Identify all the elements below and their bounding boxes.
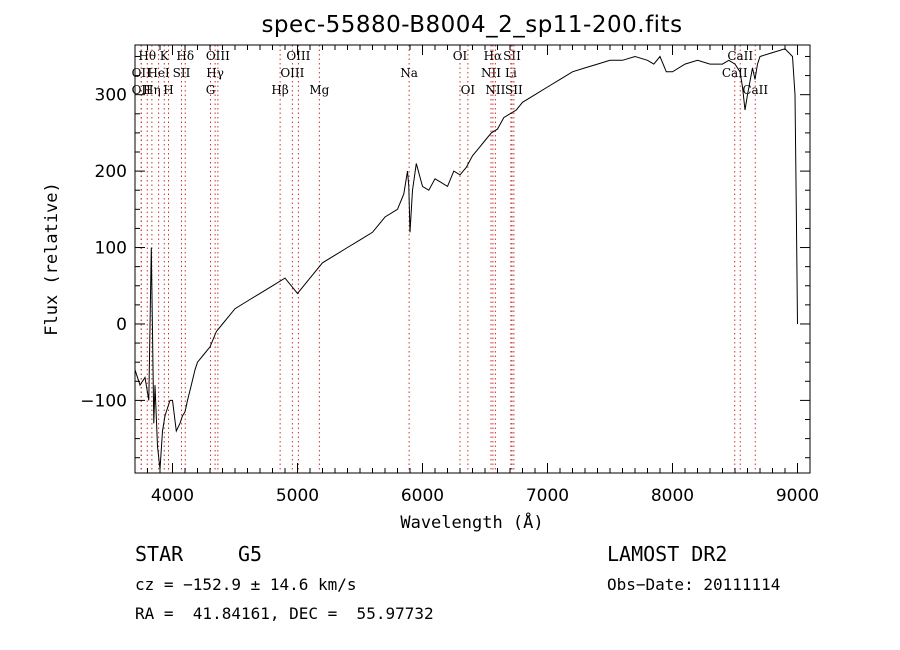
y-tick-label: 100: [95, 239, 127, 259]
spectral-line-label: SII: [173, 66, 191, 80]
spectral-line-label: H: [163, 83, 173, 97]
y-tick-label: 0: [116, 315, 127, 335]
spectral-line-label: Li: [505, 66, 517, 80]
spectral-line-label: Na: [400, 66, 418, 80]
spectral-line-label: Hα: [484, 49, 503, 63]
spectral-line-label: OI: [461, 83, 476, 97]
spectral-line-label: G: [206, 83, 216, 97]
spectral-line-label: Hθ: [138, 49, 156, 63]
spectral-line-label: HeI: [147, 66, 170, 80]
spectral-line-label: CaII: [722, 66, 748, 80]
spectral-line-label: OIII: [280, 66, 304, 80]
spectral-line-label: Hδ: [176, 49, 194, 63]
x-tick-label: 4000: [151, 486, 194, 506]
y-tick-label: 300: [95, 86, 127, 106]
spectral-line-label: Hγ: [206, 66, 224, 80]
spectral-line-label: CaII: [742, 83, 768, 97]
spectral-line-label: K: [160, 49, 170, 63]
chart-title: spec-55880-B8004_2_sp11-200.fits: [261, 12, 682, 38]
spectrum-series: [134, 48, 798, 470]
spectral-line-label: SII: [503, 49, 521, 63]
x-tick-label: 7000: [526, 486, 569, 506]
x-tick-label: 8000: [651, 486, 694, 506]
spectral-line-label: NII: [485, 83, 505, 97]
spectrum-plot: spec-55880-B8004_2_sp11-200.fits OIIOIIH…: [42, 12, 819, 533]
x-tick-label: 5000: [276, 486, 319, 506]
x-tick-label: 6000: [401, 486, 444, 506]
plot-frame: [134, 44, 811, 474]
spectral-line-label: OIII: [206, 49, 230, 63]
spectral-line-label: NII: [481, 66, 501, 80]
spectral-line-label: SII: [505, 83, 523, 97]
x-axis-label: Wavelength (Å): [400, 511, 543, 533]
spectral-line-label: OIII: [286, 49, 310, 63]
spectral-lines: OIIOIIHθHηHeIKHSIIHδGHγOIIIHβOIIIOIIIMgN…: [132, 45, 768, 473]
spectral-line-label: CaII: [727, 49, 753, 63]
spectral-line-label: Hβ: [271, 83, 288, 97]
sky-coordinates: RA = 41.84161, DEC = 55.97732: [135, 604, 434, 623]
y-axis-label: Flux (relative): [42, 182, 62, 336]
spectral-line-label: OII: [132, 83, 152, 97]
redshift-value: cz = −152.9 ± 14.6 km/s: [135, 575, 357, 594]
x-tick-label: 9000: [776, 486, 819, 506]
y-tick-label: 200: [95, 162, 127, 182]
y-tick-label: −100: [80, 391, 127, 411]
object-class: STAR: [135, 542, 184, 566]
spectral-line-label: OI: [453, 49, 468, 63]
axis-ticks: 4000 5000 6000 7000 8000 9000 −100 0 100 200 300: [80, 45, 819, 506]
observation-date: Obs−Date: 20111114: [607, 575, 781, 594]
spectral-line-label: Hη: [143, 83, 161, 97]
object-subclass: G5: [238, 542, 263, 566]
survey-name: LAMOST DR2: [607, 542, 728, 566]
spectrum-line: [134, 48, 798, 470]
spectral-line-label: Mg: [309, 83, 329, 97]
